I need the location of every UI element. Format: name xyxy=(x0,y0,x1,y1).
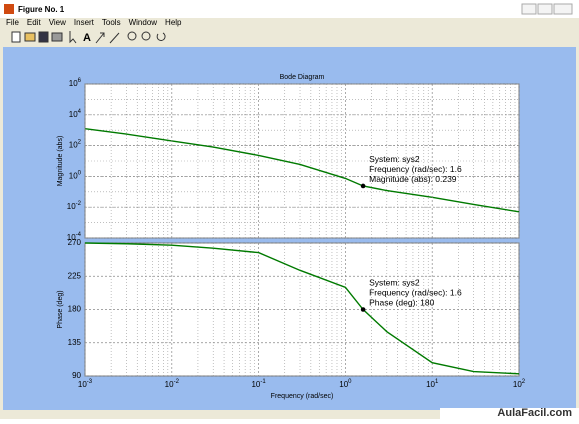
y-tick-label: 10-2 xyxy=(67,201,82,212)
y-axis-label: Phase (deg) xyxy=(57,290,64,328)
y-tick-label-base: 10 xyxy=(67,202,76,211)
x-tick-label: 10-1 xyxy=(251,379,266,390)
toolbar: A xyxy=(11,31,166,44)
x-tick-label-base: 10 xyxy=(513,380,522,389)
y-tick-label: 102 xyxy=(69,139,82,150)
datatip-text: System: sys2 xyxy=(369,278,420,288)
menu-bar: File Edit View Insert Tools Window Help xyxy=(6,18,182,27)
x-axis-label: Frequency (rad/sec) xyxy=(271,393,334,400)
x-tick-label-base: 10 xyxy=(165,380,174,389)
line-icon[interactable] xyxy=(109,32,120,44)
x-tick-label-base: 10 xyxy=(426,380,435,389)
y-tick-label-base: 10 xyxy=(69,110,78,119)
y-tick-label-exponent: 4 xyxy=(78,108,82,114)
x-tick-label: 102 xyxy=(513,379,526,390)
y-tick-label: 225 xyxy=(68,271,82,280)
y-tick-label-exponent: 6 xyxy=(78,78,82,84)
maximize-button[interactable] xyxy=(537,3,553,15)
rotate-icon[interactable] xyxy=(156,32,166,41)
y-tick-label-base: 10 xyxy=(67,233,76,242)
arrow-icon[interactable] xyxy=(69,31,77,44)
x-tick-label-exponent: 0 xyxy=(348,379,352,385)
datatip-marker xyxy=(360,183,366,189)
line xyxy=(84,127,520,213)
title-bar xyxy=(0,0,579,18)
y-tick-label: 270 xyxy=(68,238,82,247)
x-tick-label-exponent: -3 xyxy=(87,379,93,385)
x-tick-label-exponent: 2 xyxy=(522,379,526,385)
y-tick-label: 104 xyxy=(69,108,82,119)
y-tick-label-base: 10 xyxy=(69,172,78,181)
y-tick-label: 10-4 xyxy=(67,232,82,243)
menu-item[interactable]: View xyxy=(49,18,66,27)
chart-title: Bode Diagram xyxy=(280,74,325,81)
line xyxy=(84,242,520,375)
zoom-out-icon[interactable] xyxy=(141,31,151,41)
menu-item[interactable]: Insert xyxy=(74,18,95,27)
new-icon[interactable] xyxy=(11,31,21,43)
open-icon[interactable] xyxy=(24,32,36,42)
x-tick-label-exponent: -2 xyxy=(174,379,180,385)
y-tick-label-base: 10 xyxy=(69,141,78,150)
y-tick-label: 100 xyxy=(69,170,82,181)
menu-item[interactable]: Help xyxy=(165,18,182,27)
watermark-strip xyxy=(440,408,579,419)
menu-item[interactable]: Edit xyxy=(27,18,42,27)
y-tick-label-exponent: 0 xyxy=(78,170,82,176)
window-title: Figure No. 1 xyxy=(18,5,65,14)
y-tick-label: 135 xyxy=(68,338,82,347)
watermark: AulaFacil.com xyxy=(497,407,572,419)
y-tick-label-exponent: 2 xyxy=(78,139,82,145)
close-button[interactable] xyxy=(553,3,573,15)
y-tick-label: 106 xyxy=(69,78,82,89)
y-tick-label-exponent: -2 xyxy=(76,201,82,207)
print-icon[interactable] xyxy=(51,32,63,42)
save-icon[interactable] xyxy=(38,31,49,43)
arrow-line-icon[interactable] xyxy=(95,32,105,44)
x-tick-label: 10-2 xyxy=(165,379,180,390)
datatip-text: Phase (deg): 180 xyxy=(369,298,434,308)
zoom-in-icon[interactable] xyxy=(127,31,137,41)
x-tick-label: 101 xyxy=(426,379,439,390)
datatip-text: Frequency (rad/sec): 1.6 xyxy=(369,288,462,298)
app-icon xyxy=(4,4,14,14)
menu-item[interactable]: Window xyxy=(129,18,158,27)
y-tick-label-exponent: -4 xyxy=(76,232,82,238)
text-icon[interactable]: A xyxy=(83,32,91,44)
datatip-text: Magnitude (abs): 0.239 xyxy=(369,174,457,184)
x-tick-label: 10-3 xyxy=(78,379,93,390)
menu-item[interactable]: File xyxy=(6,18,19,27)
x-tick-label-base: 10 xyxy=(339,380,348,389)
datatip-text: Frequency (rad/sec): 1.6 xyxy=(369,164,462,174)
y-tick-label-base: 10 xyxy=(69,79,78,88)
x-tick-label-base: 10 xyxy=(78,380,87,389)
y-tick-label: 180 xyxy=(68,305,82,314)
x-tick-label-exponent: 1 xyxy=(435,379,439,385)
x-tick-label: 100 xyxy=(339,379,352,390)
datatip-marker xyxy=(360,307,366,312)
y-tick-label: 90 xyxy=(72,371,81,380)
x-tick-label-exponent: -1 xyxy=(260,379,266,385)
y-axis-label: Magnitude (abs) xyxy=(57,136,64,187)
x-tick-label-base: 10 xyxy=(251,380,260,389)
menu-item[interactable]: Tools xyxy=(102,18,121,27)
minimize-button[interactable] xyxy=(521,3,537,15)
datatip-text: System: sys2 xyxy=(369,154,420,164)
